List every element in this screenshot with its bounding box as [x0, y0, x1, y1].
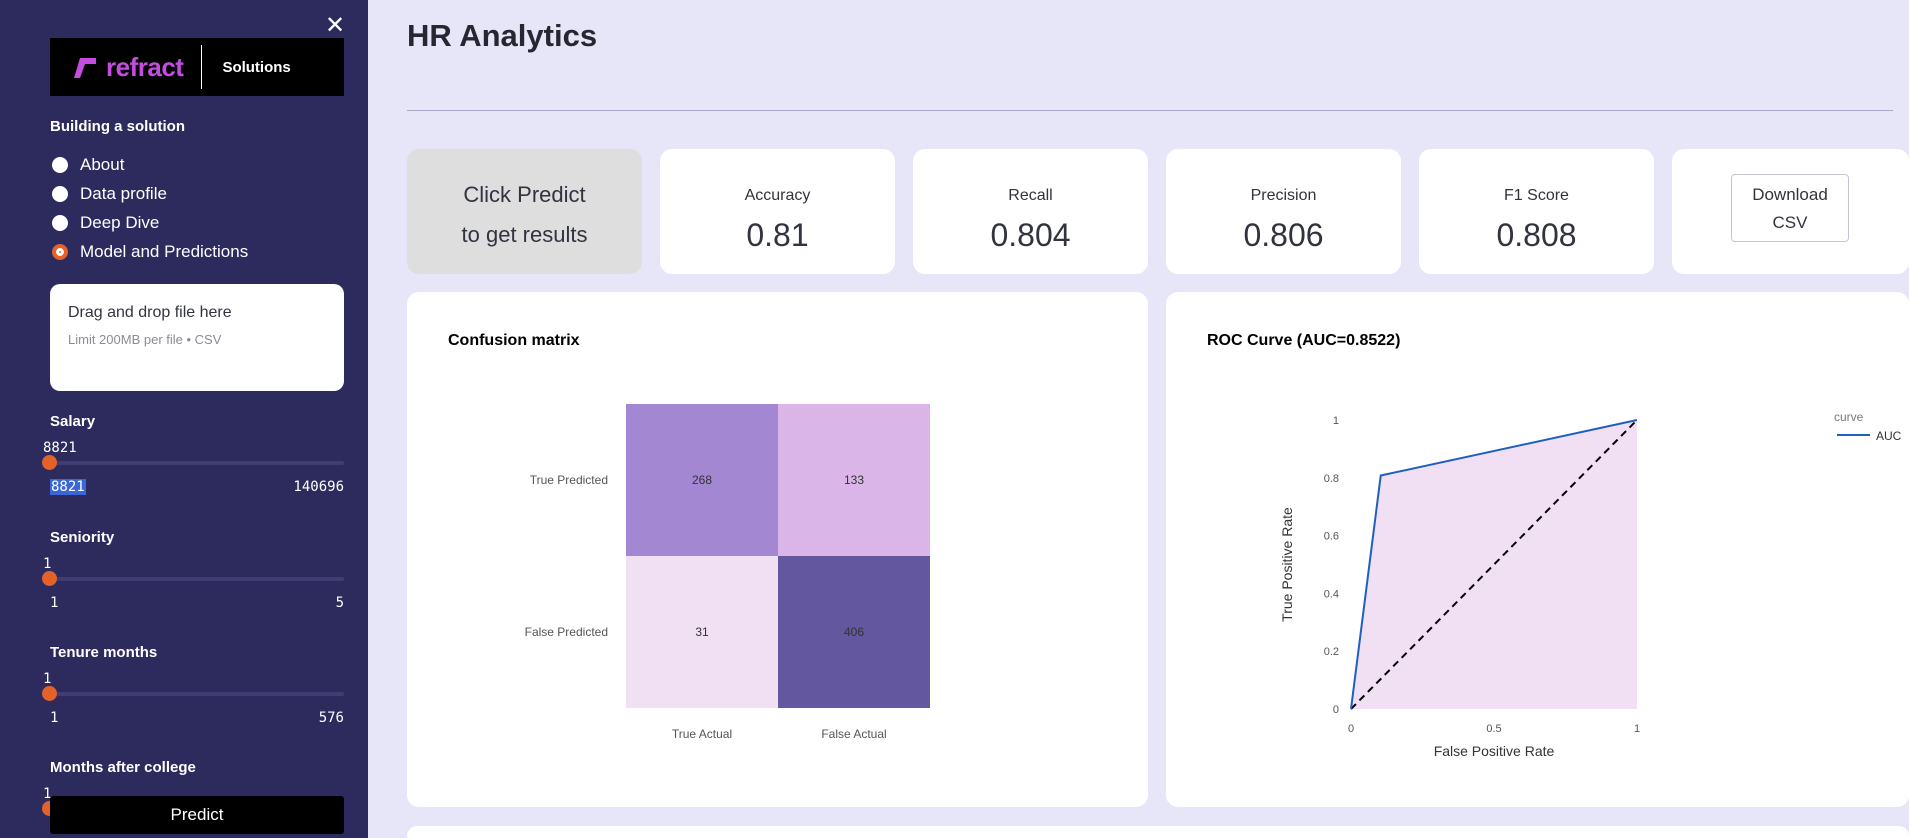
nav-radio-about[interactable]: About	[52, 155, 124, 175]
matrix-cell	[778, 404, 930, 556]
metric-card-recall: Recall 0.804	[913, 149, 1148, 274]
slider-value: 1	[43, 671, 52, 687]
predict-hint-line2: to get results	[461, 222, 588, 247]
roc-curve-card: ROC Curve (AUC=0.8522) 0 0.2 0.4 0.6 0.8 1 0 0.…	[1166, 292, 1909, 807]
download-line2: CSV	[1772, 213, 1808, 232]
y-tick-label: 0.8	[1324, 473, 1339, 485]
y-tick-label: 0.6	[1324, 531, 1339, 543]
slider-max: 576	[318, 710, 344, 726]
slider-track[interactable]	[50, 692, 344, 696]
predict-button[interactable]: Predict	[50, 796, 344, 834]
chart-title: ROC Curve (AUC=0.8522)	[1207, 332, 1401, 349]
logo-text: refract	[106, 51, 184, 82]
nav-label: Model and Predictions	[80, 242, 249, 261]
y-tick-label: 1	[1333, 415, 1339, 427]
slider-track[interactable]	[50, 577, 344, 581]
slider-min: 1	[50, 710, 59, 726]
metric-card-precision: Precision 0.806	[1166, 149, 1401, 274]
predict-hint-line1: Click Predict	[463, 182, 586, 207]
radio-icon	[52, 157, 68, 173]
predict-hint-card: Click Predict to get results	[407, 149, 642, 274]
metric-card-f1-score: F1 Score 0.808	[1419, 149, 1654, 274]
divider	[407, 110, 1893, 111]
cell-value-label: 406	[844, 625, 864, 639]
slider-track[interactable]	[50, 461, 344, 465]
slider-value: 1	[43, 786, 52, 802]
x-tick-label: False Actual	[821, 727, 886, 741]
y-tick-label: 0.4	[1324, 588, 1339, 600]
metric-label: F1 Score	[1504, 187, 1569, 204]
y-tick-label: 0.2	[1324, 646, 1339, 658]
nav-radio-data-profile[interactable]: Data profile	[52, 184, 167, 204]
metric-label: Accuracy	[744, 187, 811, 204]
legend-title: curve	[1834, 410, 1864, 424]
nav-label: Data profile	[80, 184, 167, 203]
logo-solutions: Solutions	[222, 58, 291, 76]
y-tick-label: False Predicted	[525, 625, 608, 639]
roc-curve-line	[1350, 419, 1638, 710]
slider-label: Tenure months	[50, 644, 158, 661]
metric-label: Recall	[1008, 187, 1053, 204]
slider-value: 1	[43, 556, 52, 572]
section-title: Building a solution	[50, 118, 185, 135]
y-tick-label: True Predicted	[530, 473, 608, 487]
close-sidebar-icon[interactable]: ✕	[324, 12, 346, 39]
download-csv-button[interactable]: Download CSV	[1731, 174, 1849, 242]
slider-min: 1	[50, 595, 59, 611]
radio-selected-icon	[52, 244, 68, 260]
confusion-matrix-card: Confusion matrix 268 133 31 406 True Predict…	[407, 292, 1148, 807]
cell-value-label: 31	[695, 625, 709, 639]
refract-logo-icon	[72, 54, 98, 80]
matrix-cell	[626, 404, 778, 556]
logo-divider	[201, 45, 203, 89]
slider-max: 140696	[293, 479, 344, 495]
x-tick-label: 1	[1634, 723, 1640, 735]
slider-label: Seniority	[50, 529, 115, 546]
confusion-matrix-chart: 268 133 31 406 True Predicted False Predicted…	[525, 404, 930, 741]
slider-min: 8821	[50, 479, 86, 495]
slider-thumb[interactable]	[42, 571, 57, 586]
x-tick-label: 0.5	[1486, 723, 1501, 735]
download-line1: Download	[1752, 185, 1828, 204]
metric-card-accuracy: Accuracy 0.81	[660, 149, 895, 274]
x-tick-label: True Actual	[672, 727, 732, 741]
nav-label: Deep Dive	[80, 213, 160, 232]
x-axis-label: False Positive Rate	[1434, 743, 1555, 759]
matrix-cell	[778, 556, 930, 708]
metric-value: 0.804	[990, 217, 1071, 253]
metric-value: 0.808	[1496, 217, 1577, 253]
matrix-cell	[626, 556, 778, 708]
slider-thumb[interactable]	[42, 455, 57, 470]
file-upload-dropzone[interactable]: Drag and drop file here Limit 200MB per …	[50, 284, 344, 391]
y-tick-label: 0	[1333, 704, 1339, 716]
metric-value: 0.806	[1243, 217, 1324, 253]
logo: refract Solutions	[50, 38, 344, 96]
x-tick-label: 0	[1348, 723, 1354, 735]
slider-thumb[interactable]	[42, 686, 57, 701]
slider-max: 5	[335, 595, 344, 611]
reference-line	[1350, 419, 1638, 710]
radio-icon	[52, 186, 68, 202]
metric-label: Precision	[1250, 187, 1317, 204]
radio-icon	[52, 215, 68, 231]
nav-label: About	[80, 155, 125, 174]
nav-radio-model-and-predictions[interactable]: Model and Predictions	[52, 242, 248, 262]
legend-entry: AUC	[1876, 429, 1902, 443]
dropzone-title: Drag and drop file here	[68, 304, 232, 321]
slider-label: Months after college	[50, 759, 196, 776]
bottom-card	[407, 826, 1909, 838]
sidebar: ✕ refract Solutions Building a solution …	[0, 0, 368, 838]
roc-curve-chart: 0 0.2 0.4 0.6 0.8 1 0 0.5 1 False Positive Rate Tr…	[1279, 410, 1902, 759]
cell-value-label: 268	[692, 473, 712, 487]
dropzone-subtitle: Limit 200MB per file • CSV	[68, 332, 222, 347]
chart-title: Confusion matrix	[448, 332, 580, 349]
slider-value: 8821	[43, 440, 77, 456]
metric-value: 0.81	[746, 217, 809, 253]
cell-value-label: 133	[844, 473, 864, 487]
slider-label: Salary	[50, 413, 96, 430]
page-title: HR Analytics	[407, 18, 598, 53]
y-axis-label: True Positive Rate	[1279, 507, 1295, 622]
nav-radio-deep-dive[interactable]: Deep Dive	[52, 213, 159, 233]
